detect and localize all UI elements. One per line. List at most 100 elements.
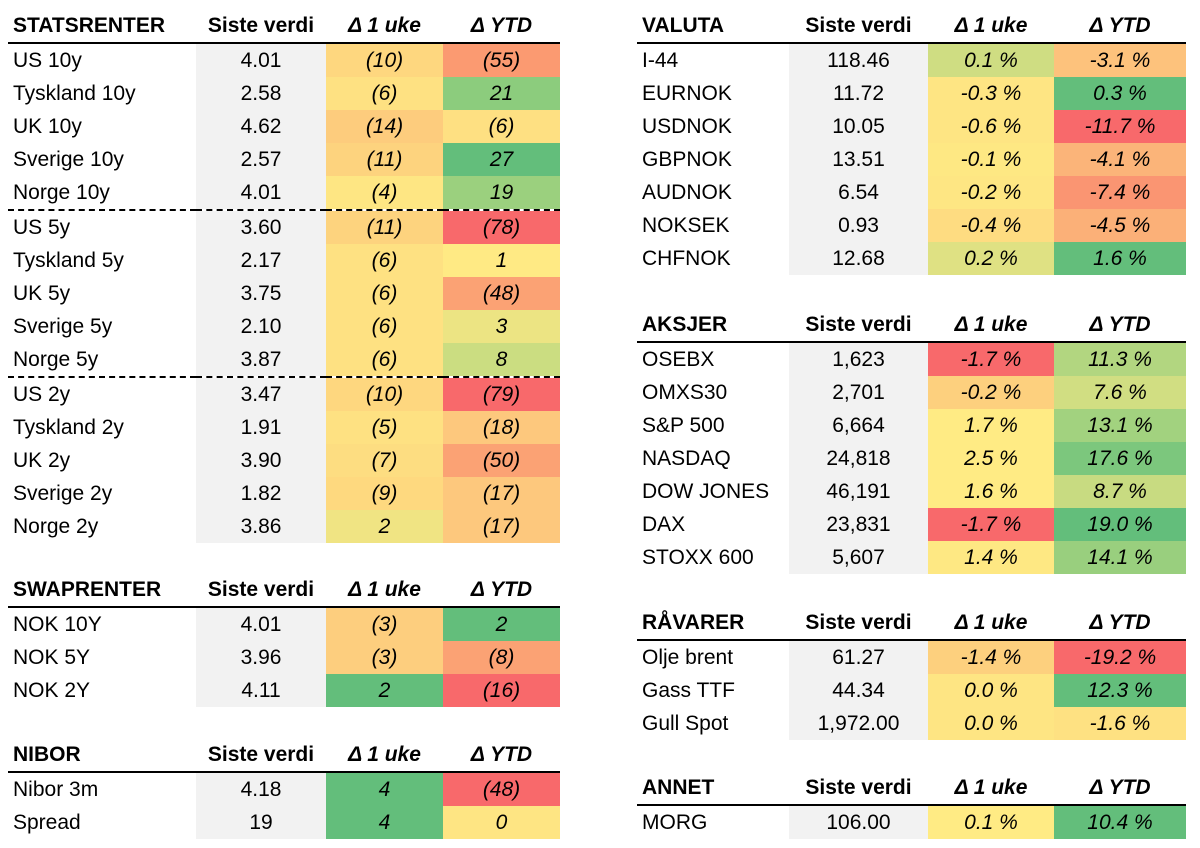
section-title: NIBOR — [8, 739, 196, 773]
row-change-ytd: (78) — [443, 209, 560, 244]
row-value: 2.10 — [196, 310, 326, 343]
row-name: Tyskland 2y — [13, 416, 124, 439]
row-change-week: (6) — [326, 343, 443, 377]
row-change-ytd: 8.7 % — [1054, 475, 1186, 508]
table-row: EURNOK 11.72 -0.3 % 0.3 % — [637, 77, 1186, 110]
table-row: MORG 106.00 0.1 % 10.4 % — [637, 805, 1186, 839]
row-value: 3.90 — [196, 444, 326, 477]
col-header-value: Siste verdi — [789, 772, 928, 806]
row-change-ytd: (55) — [443, 43, 560, 77]
swaprenter-table: SWAPRENTER Siste verdi Δ 1 uke Δ YTD NOK… — [8, 574, 560, 707]
row-change-ytd: (18) — [443, 411, 560, 444]
row-value: 1,623 — [789, 342, 928, 376]
row-name: Gass TTF — [642, 679, 735, 702]
row-value: 4.18 — [196, 772, 326, 806]
row-change-ytd: -4.5 % — [1054, 209, 1186, 242]
table-header-row: STATSRENTER Siste verdi Δ 1 uke Δ YTD — [8, 10, 560, 44]
row-change-ytd: -4.1 % — [1054, 143, 1186, 176]
col-header-week: Δ 1 uke — [928, 772, 1054, 806]
row-value: 3.75 — [196, 277, 326, 310]
table-row: DOW JONES 46,191 1.6 % 8.7 % — [637, 475, 1186, 508]
row-change-ytd: 2 — [443, 607, 560, 641]
row-change-ytd: 19 — [443, 176, 560, 210]
row-change-week: 0.1 % — [928, 43, 1054, 77]
row-change-week: (6) — [326, 277, 443, 310]
col-header-week: Δ 1 uke — [326, 574, 443, 608]
col-header-value: Siste verdi — [789, 607, 928, 641]
col-header-ytd: Δ YTD — [443, 739, 560, 773]
row-name: MORG — [642, 811, 708, 834]
row-change-ytd: 21 — [443, 77, 560, 110]
col-header-week: Δ 1 uke — [326, 10, 443, 44]
row-name: UK 5y — [13, 282, 71, 305]
row-change-week: -0.6 % — [928, 110, 1054, 143]
row-change-week: (7) — [326, 444, 443, 477]
row-change-week: -0.3 % — [928, 77, 1054, 110]
row-name: UK 2y — [13, 449, 71, 472]
row-name: Olje brent — [642, 646, 734, 669]
row-change-week: (9) — [326, 477, 443, 510]
row-change-week: 2 — [326, 674, 443, 707]
row-change-week: -1.4 % — [928, 640, 1054, 674]
table-row: NOKSEK 0.93 -0.4 % -4.5 % — [637, 209, 1186, 242]
statsrenter-table: STATSRENTER Siste verdi Δ 1 uke Δ YTD US… — [8, 10, 560, 543]
row-change-week: 2.5 % — [928, 442, 1054, 475]
table-row: OSEBX 1,623 -1.7 % 11.3 % — [637, 342, 1186, 376]
table-header-row: NIBOR Siste verdi Δ 1 uke Δ YTD — [8, 739, 560, 773]
table-row: I-44 118.46 0.1 % -3.1 % — [637, 43, 1186, 77]
row-change-week: (10) — [326, 376, 443, 411]
row-change-week: (3) — [326, 641, 443, 674]
row-change-week: 0.0 % — [928, 707, 1054, 740]
row-change-ytd: 17.6 % — [1054, 442, 1186, 475]
row-value: 0.93 — [789, 209, 928, 242]
row-name: NOK 5Y — [13, 646, 91, 669]
row-change-week: 1.4 % — [928, 541, 1054, 574]
row-value: 2,701 — [789, 376, 928, 409]
col-header-week: Δ 1 uke — [928, 10, 1054, 44]
table-header-row: VALUTA Siste verdi Δ 1 uke Δ YTD — [637, 10, 1186, 44]
table-row: Nibor 3m 4.18 4 (48) — [8, 772, 560, 806]
row-value: 1.91 — [196, 411, 326, 444]
row-value: 13.51 — [789, 143, 928, 176]
col-header-ytd: Δ YTD — [1054, 772, 1186, 806]
row-value: 2.57 — [196, 143, 326, 176]
row-change-week: -0.2 % — [928, 376, 1054, 409]
row-name: NASDAQ — [642, 447, 731, 470]
row-change-week: (14) — [326, 110, 443, 143]
aksjer-table: AKSJER Siste verdi Δ 1 uke Δ YTD OSEBX 1,… — [637, 309, 1186, 574]
row-change-ytd: (17) — [443, 510, 560, 543]
section-title: SWAPRENTER — [8, 574, 196, 608]
table-row: UK 5y 3.75 (6) (48) — [8, 277, 560, 310]
row-change-week: 4 — [326, 806, 443, 839]
row-change-ytd: 8 — [443, 343, 560, 377]
table-row: S&P 500 6,664 1.7 % 13.1 % — [637, 409, 1186, 442]
table-row: CHFNOK 12.68 0.2 % 1.6 % — [637, 242, 1186, 275]
row-name: S&P 500 — [642, 414, 725, 437]
row-name: STOXX 600 — [642, 546, 754, 569]
col-header-ytd: Δ YTD — [1054, 309, 1186, 343]
col-header-value: Siste verdi — [196, 739, 326, 773]
row-change-ytd: 11.3 % — [1054, 342, 1186, 376]
row-value: 1.82 — [196, 477, 326, 510]
row-change-week: 4 — [326, 772, 443, 806]
row-value: 2.17 — [196, 244, 326, 277]
section-title: AKSJER — [637, 309, 789, 343]
table-header-row: SWAPRENTER Siste verdi Δ 1 uke Δ YTD — [8, 574, 560, 608]
row-change-week: -1.7 % — [928, 508, 1054, 541]
table-row: NOK 5Y 3.96 (3) (8) — [8, 641, 560, 674]
section-title: RÅVARER — [637, 607, 789, 641]
row-value: 24,818 — [789, 442, 928, 475]
row-change-week: 1.7 % — [928, 409, 1054, 442]
row-change-week: (10) — [326, 43, 443, 77]
row-value: 3.96 — [196, 641, 326, 674]
table-row: NOK 10Y 4.01 (3) 2 — [8, 607, 560, 641]
row-name: Spread — [13, 811, 81, 834]
row-value: 44.34 — [789, 674, 928, 707]
section-title: VALUTA — [637, 10, 789, 44]
table-row: Tyskland 5y 2.17 (6) 1 — [8, 244, 560, 277]
row-change-ytd: 27 — [443, 143, 560, 176]
col-header-value: Siste verdi — [196, 574, 326, 608]
row-name: Tyskland 5y — [13, 249, 124, 272]
row-change-ytd: 0 — [443, 806, 560, 839]
row-name: CHFNOK — [642, 247, 731, 270]
